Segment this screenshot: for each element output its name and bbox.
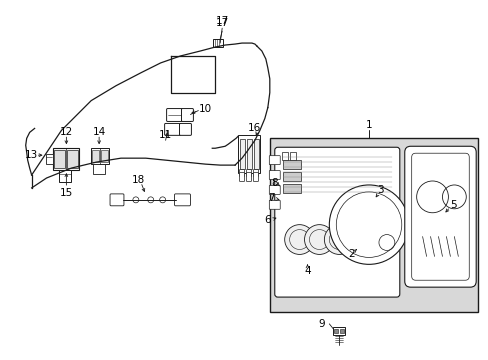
FancyBboxPatch shape (53, 148, 79, 170)
FancyBboxPatch shape (246, 170, 251, 176)
FancyBboxPatch shape (181, 109, 193, 121)
Circle shape (324, 225, 353, 255)
Bar (334, 329, 338, 333)
FancyBboxPatch shape (274, 147, 399, 297)
Text: 7: 7 (268, 193, 275, 203)
FancyBboxPatch shape (269, 171, 280, 180)
Text: 17: 17 (215, 16, 228, 26)
Text: 10: 10 (198, 104, 211, 113)
Text: 17: 17 (215, 18, 228, 28)
FancyBboxPatch shape (239, 172, 244, 181)
Bar (282, 172, 300, 181)
Bar (93, 164, 105, 174)
FancyBboxPatch shape (179, 123, 191, 135)
Text: 3: 3 (377, 185, 384, 195)
Text: 2: 2 (347, 249, 354, 260)
Bar (281, 152, 287, 160)
Text: 13: 13 (25, 150, 38, 160)
Text: 4: 4 (304, 266, 310, 276)
Bar (238, 135, 259, 173)
Bar (92, 150, 99, 162)
Bar (289, 152, 295, 160)
Bar (269, 138, 477, 312)
Bar (101, 150, 108, 162)
Circle shape (328, 185, 408, 264)
FancyBboxPatch shape (110, 194, 123, 206)
FancyBboxPatch shape (166, 109, 182, 121)
Text: 9: 9 (317, 319, 324, 329)
Bar (45, 154, 53, 164)
Bar (213, 39, 223, 47)
FancyBboxPatch shape (91, 148, 109, 164)
Text: 8: 8 (271, 178, 278, 188)
Text: 12: 12 (60, 127, 73, 138)
Bar (333, 327, 345, 335)
Text: 11: 11 (159, 130, 172, 140)
FancyBboxPatch shape (411, 153, 468, 280)
FancyBboxPatch shape (164, 123, 180, 135)
FancyBboxPatch shape (253, 170, 258, 176)
FancyBboxPatch shape (239, 170, 244, 176)
Bar (246, 139, 251, 169)
Text: 15: 15 (60, 188, 73, 198)
Circle shape (284, 225, 314, 255)
Circle shape (304, 225, 334, 255)
Bar (282, 184, 300, 193)
Text: 1: 1 (365, 121, 371, 130)
FancyBboxPatch shape (269, 201, 280, 209)
Text: 16: 16 (248, 123, 261, 134)
FancyBboxPatch shape (269, 185, 280, 194)
FancyBboxPatch shape (174, 194, 190, 206)
Bar (340, 329, 344, 333)
FancyBboxPatch shape (246, 172, 251, 181)
FancyBboxPatch shape (60, 170, 71, 182)
Bar (54, 150, 65, 168)
Bar (67, 150, 78, 168)
Text: 14: 14 (92, 127, 105, 138)
Bar (240, 139, 244, 169)
FancyBboxPatch shape (404, 146, 475, 287)
Bar (253, 139, 258, 169)
FancyBboxPatch shape (269, 156, 280, 165)
Text: 18: 18 (132, 175, 145, 185)
Bar (282, 160, 300, 169)
Text: 5: 5 (449, 200, 456, 210)
Text: 6: 6 (264, 215, 270, 225)
FancyBboxPatch shape (253, 172, 258, 181)
